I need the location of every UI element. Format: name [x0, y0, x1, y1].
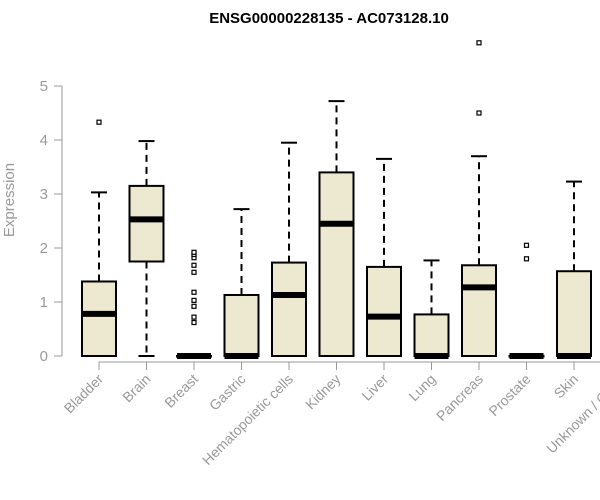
box-body [366, 265, 402, 357]
outlier-point [191, 303, 197, 309]
box-1 [128, 140, 165, 357]
box-3 [223, 208, 260, 359]
x-tick-label: Gastric [206, 371, 249, 414]
outlier-point [191, 249, 197, 255]
box-0 [81, 119, 117, 358]
outlier-point [476, 40, 482, 46]
plot-area [81, 40, 592, 359]
y-tick-label: 4 [40, 132, 48, 149]
x-tick-label: Skin [551, 371, 582, 402]
outlier-point [523, 242, 530, 248]
box-6 [366, 157, 402, 357]
y-tick-label: 3 [40, 186, 48, 203]
box-body [556, 270, 592, 357]
box-5 [318, 100, 355, 357]
y-tick-label: 0 [40, 348, 48, 365]
y-axis: 0 1 2 3 4 5 [40, 78, 63, 365]
x-tick-label: Breast [161, 371, 201, 411]
y-tick-label: 5 [40, 78, 48, 95]
box-body [223, 293, 260, 358]
x-tick-label: Brain [119, 371, 153, 405]
box-10 [556, 180, 592, 359]
x-tick-label: Bladder [61, 371, 107, 417]
box-body [271, 261, 307, 357]
x-tick-label: Liver [358, 371, 391, 404]
outlier-point [191, 297, 197, 303]
outlier-point [191, 314, 197, 320]
outlier-point [96, 119, 102, 125]
box-body [461, 264, 497, 357]
box-4 [271, 141, 307, 357]
box-body [318, 171, 355, 357]
box-9 [508, 242, 545, 359]
outlier-point [476, 110, 482, 116]
box-2 [176, 249, 212, 359]
box-7 [413, 259, 450, 359]
x-tick-label: Prostate [485, 371, 533, 419]
outlier-point [191, 319, 197, 326]
x-tick-label: Pancreas [433, 371, 486, 424]
x-tick-label: Kidney [302, 371, 344, 413]
outlier-point [523, 256, 530, 262]
box-8 [461, 40, 497, 357]
box-body [128, 184, 165, 263]
y-axis-label: Expression [1, 163, 18, 237]
box-body [81, 280, 117, 358]
x-tick-label: Lung [405, 371, 438, 404]
y-tick-label: 1 [40, 294, 48, 311]
box-body [413, 313, 450, 358]
x-tick-label: Hematopoietic cells [199, 371, 296, 468]
outlier-point [191, 269, 197, 275]
chart-title: ENSG00000228135 - AC073128.10 [209, 10, 449, 27]
outlier-point [191, 289, 197, 295]
y-tick-label: 2 [40, 240, 48, 257]
outlier-point [191, 262, 197, 268]
